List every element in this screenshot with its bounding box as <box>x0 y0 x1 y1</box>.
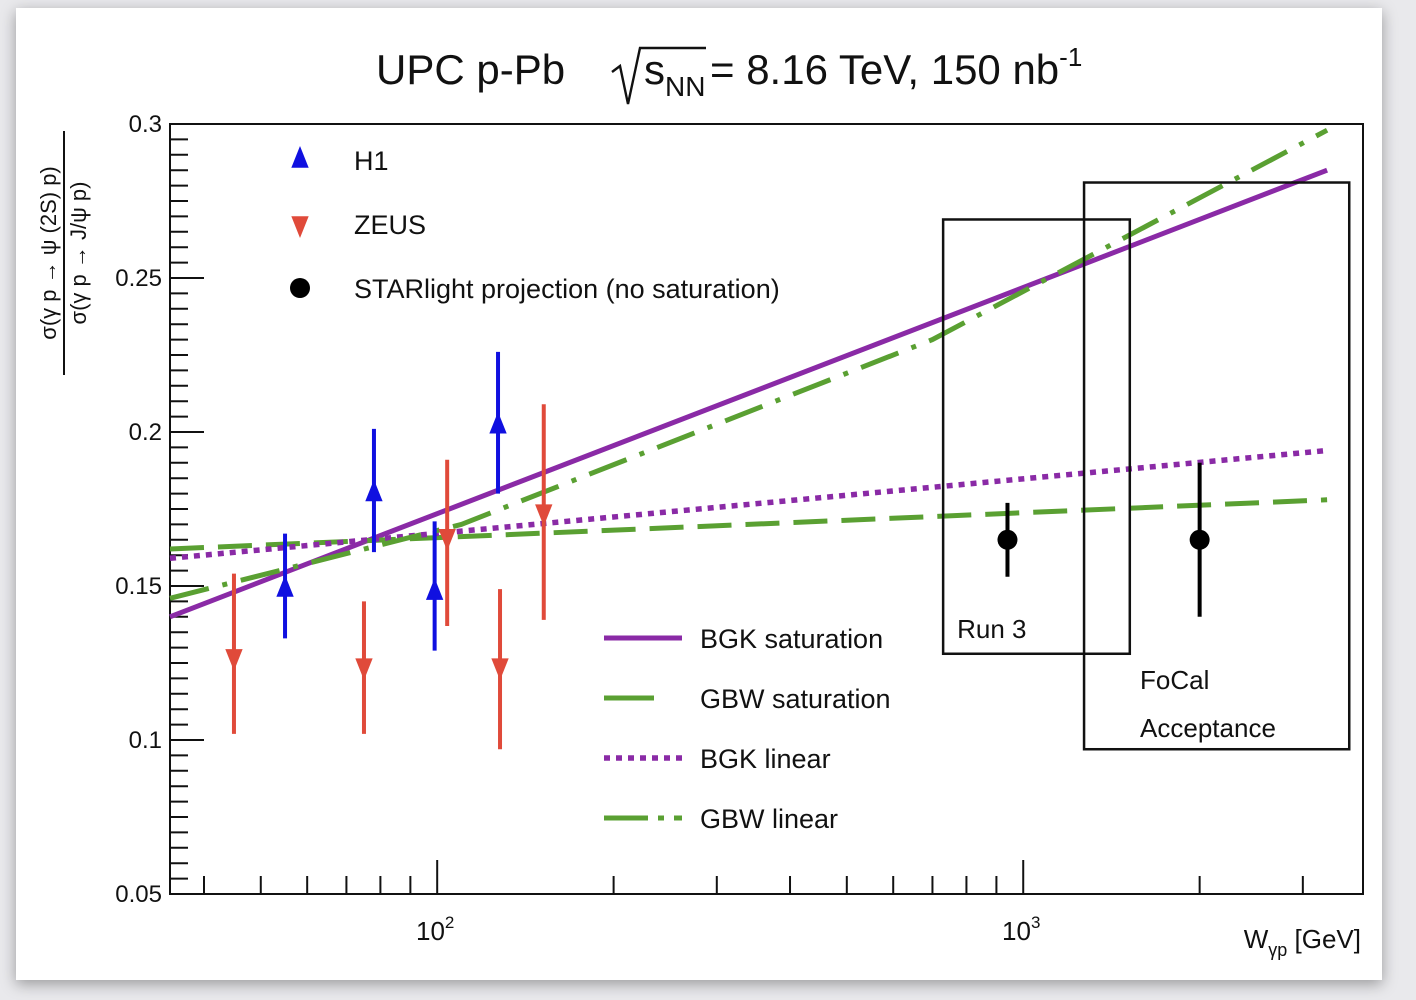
curve-gbw-saturation <box>169 497 1328 552</box>
data-marker <box>365 479 383 502</box>
legend-label: BGK linear <box>700 744 831 774</box>
x-tick-label: 102 <box>416 913 454 946</box>
data-points <box>225 351 1210 750</box>
x-tick-exponent: 3 <box>1031 913 1040 932</box>
data-marker <box>276 575 294 597</box>
x-axis-title-unit: [GeV] <box>1287 924 1361 954</box>
sqrt-sign <box>611 46 706 105</box>
data-marker <box>535 504 553 527</box>
legend-label: ZEUS <box>354 210 426 240</box>
x-axis-title-sub: γp <box>1268 940 1287 960</box>
x-tick-label: 103 <box>1002 913 1040 946</box>
title-sqrt-s-sub: NN <box>665 71 705 102</box>
acceptance-box <box>941 218 1132 656</box>
legend-label: BGK saturation <box>700 624 883 654</box>
y-tick-label: 0.3 <box>129 111 162 138</box>
legend-marker <box>291 146 309 168</box>
model-curves <box>169 127 1329 620</box>
title-suffix: = 8.16 TeV, 150 nb <box>710 46 1059 93</box>
title-prefix: UPC p-Pb <box>376 46 565 93</box>
acceptance-boxes: Run 3 FoCal Acceptance <box>941 181 1351 751</box>
plot-frame <box>169 123 1364 895</box>
chart-card: UPC p-Pb sNN = 8.16 TeV, 150 nb-1 σ(γ p … <box>16 8 1382 980</box>
x-tick-base: 10 <box>1002 916 1031 946</box>
y-axis-title: σ(γ p → ψ (2S) p) σ(γ p → J/ψ p) <box>36 131 91 375</box>
title-sup: -1 <box>1059 42 1082 72</box>
data-marker <box>355 658 373 681</box>
chart-title: UPC p-Pb sNN = 8.16 TeV, 150 nb-1 <box>376 42 1082 105</box>
y-tick-label: 0.2 <box>129 419 162 446</box>
x-tick-base: 10 <box>416 916 445 946</box>
chart-svg: UPC p-Pb sNN = 8.16 TeV, 150 nb-1 σ(γ p … <box>36 42 1364 960</box>
legend-markers: H1 ZEUS STARlight projection (no saturatio… <box>290 146 780 304</box>
x-axis-title: Wγp [GeV] <box>1244 924 1361 960</box>
data-marker <box>225 649 243 671</box>
y-axis-numerator: σ(γ p → ψ (2S) p) <box>36 166 61 340</box>
curve-gbw-linear <box>169 127 1329 601</box>
y-tick-label: 0.1 <box>129 727 162 754</box>
curve-bgk-saturation <box>169 167 1329 620</box>
legend-label: GBW linear <box>700 804 838 834</box>
x-tick-exponent: 2 <box>445 913 454 932</box>
legend-marker <box>291 216 309 238</box>
acceptance-box <box>1082 181 1351 751</box>
legend-label: STARlight projection (no saturation) <box>354 274 780 304</box>
data-marker <box>438 529 456 551</box>
legend-lines: BGK saturation GBW saturation BGK linear GB… <box>604 624 891 834</box>
data-marker <box>997 529 1018 550</box>
curve-bgk-linear <box>169 447 1328 562</box>
data-marker <box>491 658 509 681</box>
y-tick-label: 0.15 <box>115 573 162 600</box>
legend-label: H1 <box>354 146 389 176</box>
acceptance-box-label: FoCal <box>1140 665 1209 695</box>
acceptance-box-label: Acceptance <box>1140 713 1276 743</box>
data-marker <box>1189 529 1210 550</box>
svg-text:sNN: sNN <box>644 46 705 102</box>
legend-marker <box>290 278 310 298</box>
y-tick-label: 0.05 <box>115 881 162 908</box>
data-marker <box>425 578 444 600</box>
y-tick-label: 0.25 <box>115 265 162 292</box>
svg-text:UPC p-Pb: UPC p-Pb <box>376 46 565 93</box>
acceptance-box-label: Run 3 <box>957 614 1026 644</box>
y-axis-denominator: σ(γ p → J/ψ p) <box>66 182 91 325</box>
data-marker <box>489 411 507 434</box>
legend-label: GBW saturation <box>700 684 891 714</box>
svg-text:= 8.16 TeV, 150 nb-1: = 8.16 TeV, 150 nb-1 <box>710 42 1082 93</box>
title-sqrt-s: s <box>644 46 665 93</box>
x-axis-title-main: W <box>1244 924 1269 954</box>
